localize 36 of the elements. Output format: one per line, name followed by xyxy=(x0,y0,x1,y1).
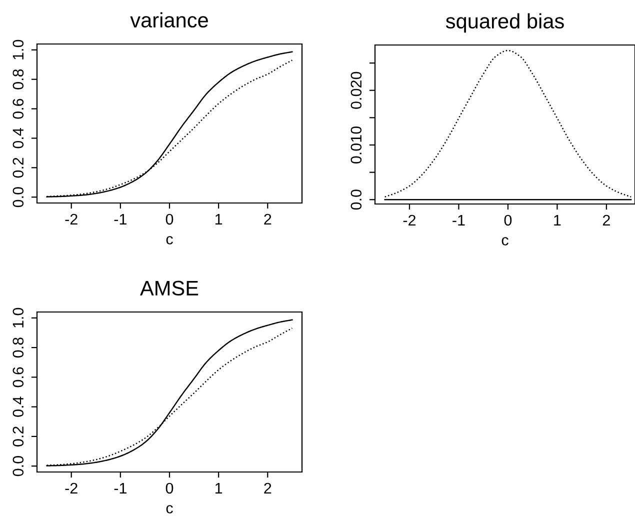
x-tick-label: 2 xyxy=(264,482,272,494)
y-tick-label: 0.4 xyxy=(12,128,24,148)
y-tick-label: 0.0 xyxy=(12,456,24,476)
chart-title: variance xyxy=(130,12,208,28)
y-tick-label: 0.2 xyxy=(12,158,24,178)
x-tick-label: 2 xyxy=(602,214,610,226)
x-axis-title: c xyxy=(166,505,173,514)
x-tick-label: -2 xyxy=(65,214,78,224)
chart-title: AMSE xyxy=(140,280,198,296)
x-axis-title: c xyxy=(166,236,173,244)
y-tick-label: 0.020 xyxy=(350,72,362,109)
y-tick-label: 1.0 xyxy=(12,40,24,60)
x-tick-label: 1 xyxy=(554,214,561,226)
y-tick-label: 0.010 xyxy=(350,126,362,164)
y-tick-label: 0.0 xyxy=(12,187,24,208)
x-tick-label: 2 xyxy=(264,214,272,224)
chart-title: squared bias xyxy=(446,13,564,33)
x-tick-label: -2 xyxy=(65,482,78,494)
x-tick-label: -1 xyxy=(114,482,126,494)
x-tick-label: 0 xyxy=(166,482,174,494)
y-tick-label: 0.6 xyxy=(12,367,24,388)
y-tick-label: 0.0 xyxy=(350,190,362,210)
x-tick-label: 1 xyxy=(215,482,222,494)
x-tick-label: -2 xyxy=(403,214,416,226)
x-tick-label: 0 xyxy=(166,214,174,225)
x-tick-label: 1 xyxy=(215,214,222,224)
y-tick-label: 0.4 xyxy=(12,396,24,417)
y-tick-label: 0.2 xyxy=(12,426,24,446)
y-tick-label: 1.0 xyxy=(12,308,24,328)
x-tick-label: -1 xyxy=(114,214,126,224)
x-tick-label: -1 xyxy=(452,214,465,226)
x-axis-title: c xyxy=(502,237,508,246)
y-tick-label: 0.8 xyxy=(12,338,24,358)
y-tick-label: 0.6 xyxy=(12,98,24,119)
x-tick-label: 0 xyxy=(504,214,512,226)
y-tick-label: 0.8 xyxy=(12,69,24,90)
